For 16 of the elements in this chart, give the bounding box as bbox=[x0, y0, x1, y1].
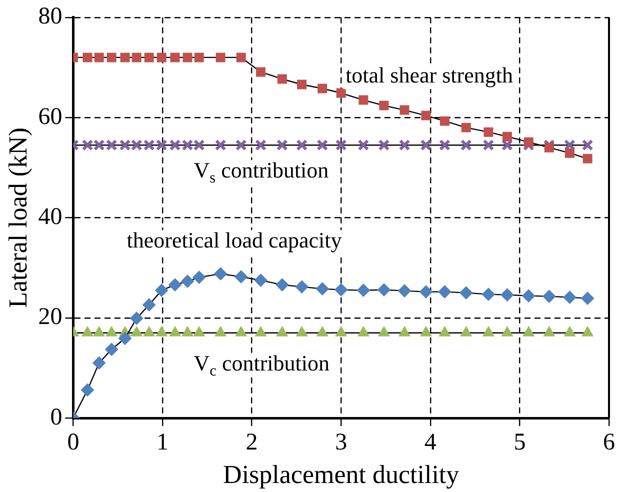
x-tick-label: 2 bbox=[246, 430, 258, 456]
x-tick-label: 5 bbox=[514, 430, 526, 456]
x-tick-label: 1 bbox=[156, 430, 168, 456]
x-tick-label: 0 bbox=[67, 430, 80, 456]
y-tick-label: 0 bbox=[50, 404, 62, 430]
y-tick-label: 40 bbox=[38, 204, 62, 230]
y-tick-label: 60 bbox=[38, 104, 62, 130]
y-tick-label: 80 bbox=[38, 4, 62, 30]
y-tick-label: 20 bbox=[38, 304, 62, 330]
y-axis-title: Lateral load (kN) bbox=[3, 127, 32, 308]
series-label: total shear strength bbox=[346, 62, 513, 88]
series-label: theoretical load capacity bbox=[126, 228, 342, 253]
x-tick-label: 4 bbox=[424, 430, 436, 456]
x-tick-label: 3 bbox=[335, 430, 348, 456]
x-axis-title: Displacement ductility bbox=[223, 460, 460, 490]
x-tick-label: 6 bbox=[603, 430, 615, 456]
